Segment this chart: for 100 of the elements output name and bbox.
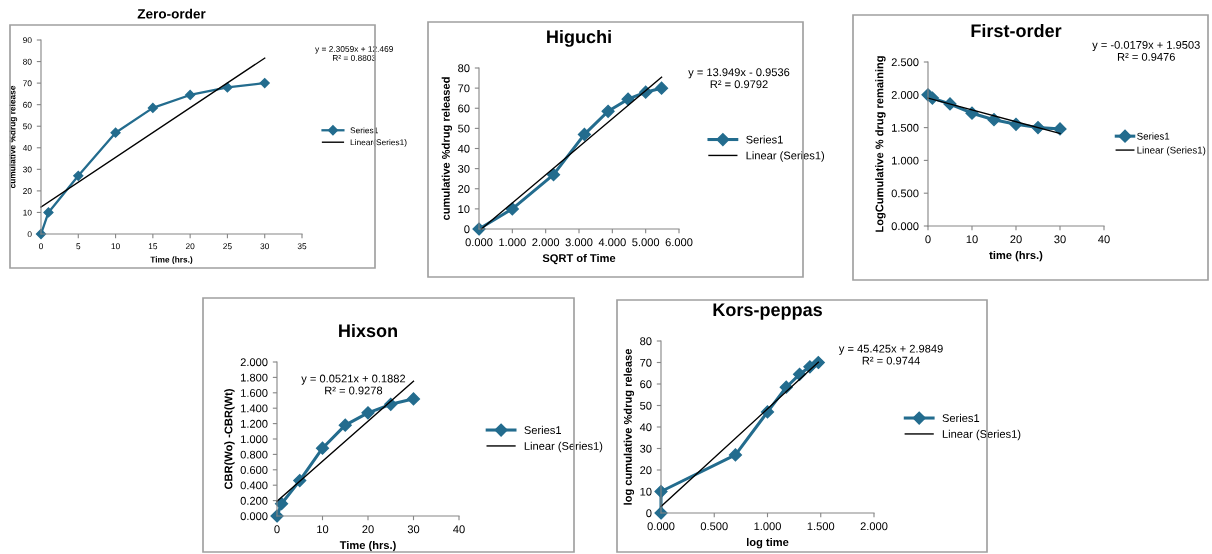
y-tick-label: 70 [23,80,32,87]
x-tick-label: 0 [925,235,931,244]
y-tick-label: 30 [458,164,470,173]
legend-label: Series1 [524,425,561,435]
x-tick-label: 0.000 [647,522,675,531]
x-tick-label: 4.000 [598,238,626,247]
legend-label: Linear (Series1) [746,151,825,162]
y-tick-label: 0 [646,509,652,518]
x-tick-label: 20 [1010,235,1022,244]
y-tick-label: 1.200 [241,419,268,428]
y-tick-label: 50 [23,123,32,130]
x-tick-label: 6.000 [665,238,693,247]
text: y = 2.3059x + 12.469 R² = 0.8803 [315,46,393,61]
y-tick-label: 0.000 [240,512,268,521]
x-axis-title: Time (hrs.) [339,540,396,552]
y-tick-label: 2.000 [240,358,268,367]
y-tick-label: 1.800 [241,373,268,382]
y-tick-label: 1.500 [892,123,919,132]
y-tick-label: 1.000 [892,156,919,165]
legend-label: Series1 [942,413,980,423]
y-tick-label: 40 [22,144,32,151]
y-tick-label: 1.600 [241,389,268,397]
y-tick-label: 2.000 [891,91,919,99]
y-tick-label: 90 [23,37,32,44]
y-tick-label: 10 [23,209,32,216]
x-tick-label: 1.500 [807,522,835,531]
y-tick-label: 60 [458,104,470,113]
y-tick-label: 80 [640,337,652,346]
y-tick-label: 30 [640,444,652,453]
x-tick-label: 10 [317,525,329,534]
x-tick-label: 20 [362,525,374,534]
y-tick-label: 0.400 [240,481,268,490]
y-tick-label: 70 [640,358,652,367]
legend-label: Series1 [350,127,378,134]
x-tick-label: 0 [39,243,43,250]
y-axis-title: cumulative %drug release [9,85,18,189]
y-tick-label: 60 [640,380,652,389]
y-tick-label: 50 [458,124,470,133]
x-axis-title: log time [746,537,789,549]
x-axis-title: SQRT of Time [542,253,616,265]
y-axis-title: CBR(Wo) -CBR(Wt) [224,389,235,490]
x-tick-label: 10 [966,235,978,244]
legend-label: Linear(Series1) [350,139,407,147]
x-tick-label: 5 [76,243,81,250]
chart-title: Kors-peppas [713,303,822,320]
x-tick-label: 25 [223,243,232,250]
legend-label: Linear (Series1) [1137,146,1206,156]
y-axis-title: log cumulative %drug release [623,348,635,505]
y-tick-label: 50 [640,401,652,410]
y-tick-label: 60 [23,101,32,108]
chart-title: Hixson [339,323,397,338]
x-tick-label: 2.000 [532,238,560,247]
x-tick-label: 0.000 [465,238,493,247]
x-axis-title: time (hrs.) [989,250,1043,262]
y-axis-title: cumulative %drug released [441,77,453,220]
legend-label: Linear (Series1) [524,441,603,453]
y-tick-label: 70 [458,84,470,93]
x-tick-label: 40 [1098,235,1110,244]
y-tick-label: 10 [458,205,470,214]
y-tick-label: 10 [640,487,652,496]
x-tick-label: 3.000 [565,238,593,247]
y-tick-label: 0.500 [891,189,919,198]
legend-label: Series1 [1137,132,1170,140]
y-tick-label: 1.000 [241,435,268,444]
chart-title: First-order [971,23,1062,38]
y-tick-label: 0.800 [240,450,268,459]
y-tick-label: 2.500 [891,58,919,67]
x-tick-label: 5.000 [632,238,660,247]
annotation: y = 45.425x + 2.9849 R² = 0.9744 [838,344,943,365]
x-axis-title: Time (hrs.) [150,256,193,265]
y-tick-label: 1.400 [241,404,268,413]
y-tick-label: 80 [458,64,470,73]
annotation: y = 0.0521x + 0.1882 R² = 0.9278 [301,374,406,395]
y-tick-label: 40 [639,423,652,432]
y-tick-label: 0.000 [891,222,919,231]
y-tick-label: 0 [464,225,470,234]
legend-label: Linear (Series1) [942,429,1021,441]
y-axis-title: LogCumulative % drug remaining [875,56,886,232]
x-tick-label: 1.000 [499,238,526,247]
y-tick-label: 80 [23,58,32,65]
text: y = -0.0179x + 1.9503 R² = 0.9476 [1092,40,1200,61]
x-tick-label: 2.000 [860,522,888,531]
y-tick-label: 20 [458,185,470,193]
x-tick-label: 35 [297,243,307,250]
x-tick-label: 15 [148,243,158,250]
y-tick-label: 0.200 [240,496,268,505]
y-tick-label: 20 [23,188,32,194]
chart-title: Higuchi [547,29,611,47]
x-tick-label: 20 [185,243,195,250]
y-tick-label: 40 [457,144,470,153]
y-tick-label: 30 [23,166,32,173]
x-tick-label: 1.000 [754,522,781,531]
x-tick-label: 10 [111,243,120,250]
y-tick-label: 20 [640,466,652,475]
text: y = 13.949x - 0.9536 R² = 0.9792 [688,68,790,89]
chart-title: Zero-order [137,8,206,19]
x-tick-label: 0 [274,525,280,534]
y-tick-label: 0.600 [240,466,268,474]
x-tick-label: 30 [407,525,420,534]
x-tick-label: 0.500 [700,522,728,531]
